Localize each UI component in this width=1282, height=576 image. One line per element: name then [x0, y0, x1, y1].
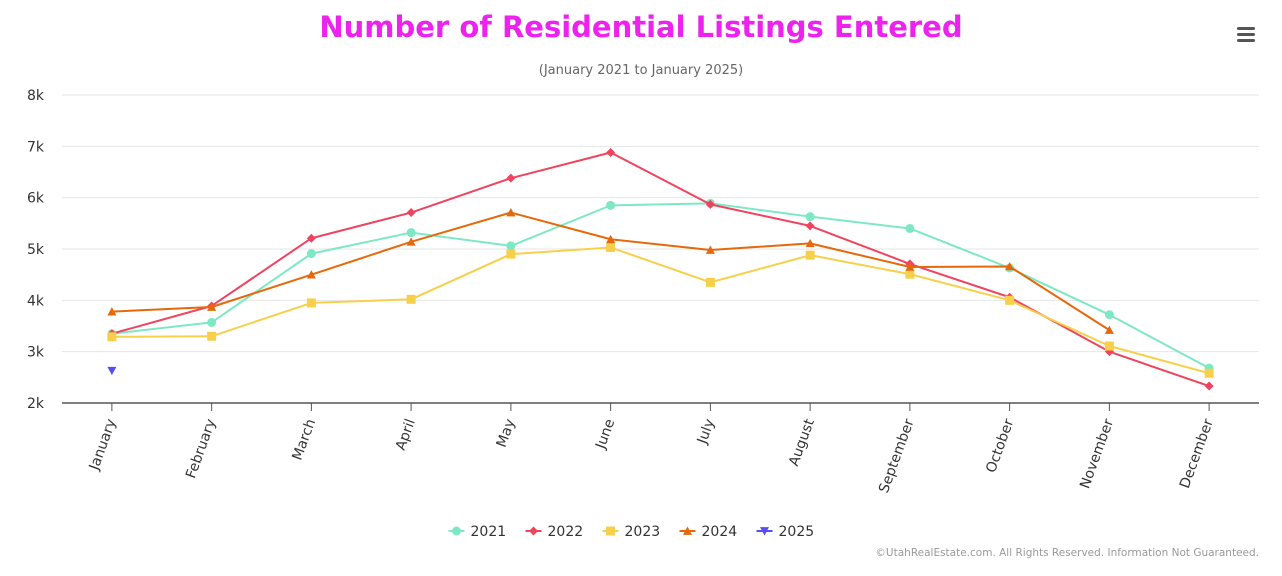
data-point[interactable] [1204, 368, 1214, 378]
data-point[interactable] [406, 294, 416, 304]
data-point[interactable] [207, 331, 217, 341]
data-point[interactable] [1005, 261, 1015, 271]
data-point[interactable] [705, 245, 715, 254]
series-2021 [107, 198, 1214, 373]
x-tick-label: May [494, 417, 519, 450]
series-line [111, 246, 1210, 375]
data-point[interactable] [606, 200, 616, 210]
legend: 2021 2022 2023 2024 2025 [448, 524, 815, 540]
data-point[interactable] [406, 228, 416, 238]
data-point[interactable] [107, 307, 117, 316]
data-point[interactable] [1104, 341, 1114, 351]
data-point[interactable] [406, 208, 416, 218]
legend-swatch-marker [683, 526, 692, 535]
data-point[interactable] [1204, 381, 1214, 391]
data-point[interactable] [905, 269, 915, 279]
chart-subtitle: (January 2021 to January 2025) [538, 63, 744, 78]
legend-label: 2021 [471, 524, 507, 540]
menu-bar [1237, 39, 1255, 42]
legend-item-2022[interactable]: 2022 [525, 524, 584, 540]
data-point[interactable] [506, 173, 516, 183]
y-tick-label: 4k [27, 293, 45, 309]
x-tick-label: December [1177, 417, 1217, 491]
y-tick-label: 3k [27, 345, 45, 361]
x-tick-label: October [983, 417, 1017, 475]
chart-title: Number of Residential Listings Entered [319, 10, 963, 44]
y-tick-label: 8k [27, 88, 45, 104]
data-point[interactable] [506, 208, 516, 217]
data-point[interactable] [705, 199, 715, 209]
data-point[interactable] [705, 277, 715, 287]
data-point[interactable] [805, 250, 815, 260]
series-2023 [107, 242, 1214, 378]
data-point[interactable] [1104, 310, 1114, 320]
data-point[interactable] [606, 147, 616, 157]
hamburger-menu-icon[interactable] [1234, 24, 1258, 48]
data-point[interactable] [306, 270, 316, 279]
menu-bar [1237, 33, 1255, 36]
legend-item-2023[interactable]: 2023 [602, 524, 661, 540]
data-point[interactable] [306, 298, 316, 308]
legend-item-2025[interactable]: 2025 [756, 524, 815, 540]
grid-lines [62, 94, 1259, 353]
data-point[interactable] [1104, 325, 1114, 334]
y-axis: 2k 3k 4k 5k 6k 7k 8k [27, 88, 45, 412]
data-point[interactable] [606, 234, 616, 244]
data-point[interactable] [1005, 295, 1015, 305]
data-point[interactable] [306, 249, 316, 259]
data-point[interactable] [905, 223, 915, 233]
series-group [107, 147, 1214, 391]
data-point[interactable] [107, 366, 117, 376]
data-point[interactable] [506, 241, 516, 251]
series-2024 [107, 208, 1114, 334]
legend-swatch-marker [606, 526, 615, 536]
y-tick-label: 6k [27, 191, 45, 207]
legend-item-2021[interactable]: 2021 [448, 524, 507, 540]
series-2025 [107, 366, 117, 376]
data-point[interactable] [306, 233, 316, 243]
y-tick-label: 2k [27, 396, 45, 412]
x-tick-label: August [786, 416, 818, 468]
footer-credit: ©UtahRealEstate.com. All Rights Reserved… [875, 547, 1259, 559]
x-tick-label: June [593, 417, 619, 452]
x-tick-label: July [694, 417, 718, 447]
legend-label: 2023 [625, 524, 661, 540]
data-point[interactable] [506, 249, 516, 259]
legend-item-2024[interactable]: 2024 [679, 524, 738, 540]
data-point[interactable] [207, 317, 217, 327]
legend-label: 2024 [702, 524, 738, 540]
data-point[interactable] [606, 242, 616, 252]
x-tick-label: November [1077, 417, 1117, 491]
data-point[interactable] [805, 221, 815, 231]
y-tick-label: 7k [27, 139, 45, 155]
x-tick-label: September [876, 417, 918, 495]
x-tick-label: March [289, 417, 319, 463]
data-point[interactable] [406, 237, 416, 246]
data-point[interactable] [905, 262, 915, 271]
menu-bar [1237, 27, 1255, 30]
series-2022 [107, 147, 1214, 391]
data-point[interactable] [805, 238, 815, 248]
series-line [111, 151, 1210, 388]
legend-label: 2025 [779, 524, 815, 540]
legend-swatch-marker [529, 526, 538, 536]
series-line [111, 202, 1210, 369]
legend-label: 2022 [548, 524, 584, 540]
data-point[interactable] [207, 302, 217, 311]
x-axis: January February March April May June July Augu… [62, 402, 1259, 495]
data-point[interactable] [805, 212, 815, 222]
legend-swatch-marker [760, 527, 769, 536]
x-tick-label: January [86, 417, 120, 473]
y-tick-label: 5k [27, 242, 45, 258]
data-point[interactable] [107, 332, 117, 342]
x-tick-label: April [393, 417, 419, 453]
legend-swatch-marker [452, 526, 461, 536]
x-tick-label: February [183, 417, 219, 481]
